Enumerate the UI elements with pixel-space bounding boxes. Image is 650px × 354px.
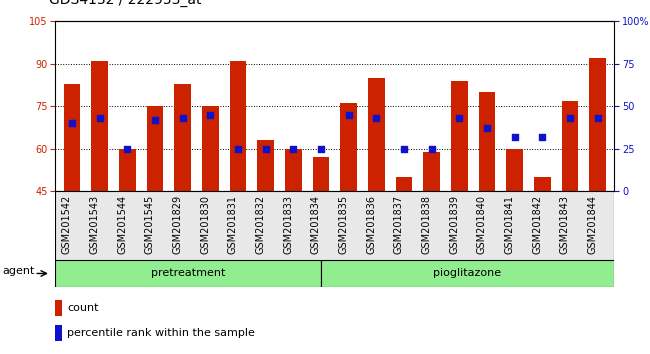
Bar [91, 61, 108, 191]
Text: percentile rank within the sample: percentile rank within the sample [67, 327, 255, 338]
Bar [174, 84, 191, 191]
Point [398, 146, 409, 152]
Text: GSM201544: GSM201544 [117, 195, 127, 254]
Text: GSM201837: GSM201837 [394, 195, 404, 254]
Bar [313, 157, 329, 191]
Text: GSM201834: GSM201834 [311, 195, 321, 253]
Bar [229, 61, 246, 191]
Text: GSM201843: GSM201843 [560, 195, 570, 253]
Bar [285, 149, 302, 191]
Point [177, 115, 188, 121]
Point [122, 146, 133, 152]
Bar [506, 149, 523, 191]
Text: pretreatment: pretreatment [151, 268, 225, 279]
Point [454, 115, 465, 121]
Bar [451, 81, 467, 191]
Bar [55, 191, 614, 260]
Text: GSM201835: GSM201835 [339, 195, 348, 254]
Text: GSM201831: GSM201831 [228, 195, 238, 253]
Point [288, 146, 298, 152]
Point [482, 125, 492, 131]
Bar [478, 92, 495, 191]
Text: GSM201840: GSM201840 [477, 195, 487, 253]
Bar [55, 325, 62, 341]
Bar [341, 103, 357, 191]
Point [565, 115, 575, 121]
Bar [55, 300, 62, 316]
Point [592, 115, 603, 121]
Bar [534, 177, 551, 191]
Point [343, 112, 354, 118]
Text: GSM201543: GSM201543 [90, 195, 99, 254]
Text: GSM201832: GSM201832 [255, 195, 266, 254]
Bar [55, 260, 321, 287]
Bar [368, 78, 385, 191]
Text: GSM201841: GSM201841 [504, 195, 515, 253]
Point [94, 115, 105, 121]
Text: GSM201545: GSM201545 [145, 195, 155, 254]
Point [150, 117, 160, 122]
Text: agent: agent [3, 266, 35, 276]
Point [426, 146, 437, 152]
Text: count: count [67, 303, 99, 313]
Point [510, 134, 520, 139]
Text: GSM201833: GSM201833 [283, 195, 293, 253]
Bar [562, 101, 578, 191]
Bar [64, 84, 80, 191]
Text: GDS4132 / 222953_at: GDS4132 / 222953_at [49, 0, 202, 7]
Text: GSM201542: GSM201542 [62, 195, 72, 254]
Point [233, 146, 243, 152]
Point [205, 112, 215, 118]
Bar [257, 140, 274, 191]
Point [371, 115, 382, 121]
Bar [423, 152, 440, 191]
Text: GSM201830: GSM201830 [200, 195, 210, 253]
Text: GSM201842: GSM201842 [532, 195, 542, 254]
Bar [146, 106, 163, 191]
Bar [396, 177, 412, 191]
Bar [202, 106, 218, 191]
Point [67, 120, 77, 126]
Text: GSM201844: GSM201844 [588, 195, 597, 253]
Point [316, 146, 326, 152]
Text: pioglitazone: pioglitazone [434, 268, 502, 279]
Point [261, 146, 271, 152]
Point [537, 134, 547, 139]
Bar [119, 149, 135, 191]
Bar [321, 260, 614, 287]
Text: GSM201839: GSM201839 [449, 195, 460, 253]
Text: GSM201838: GSM201838 [422, 195, 432, 253]
Text: GSM201836: GSM201836 [366, 195, 376, 253]
Text: GSM201829: GSM201829 [172, 195, 183, 254]
Bar [590, 58, 606, 191]
